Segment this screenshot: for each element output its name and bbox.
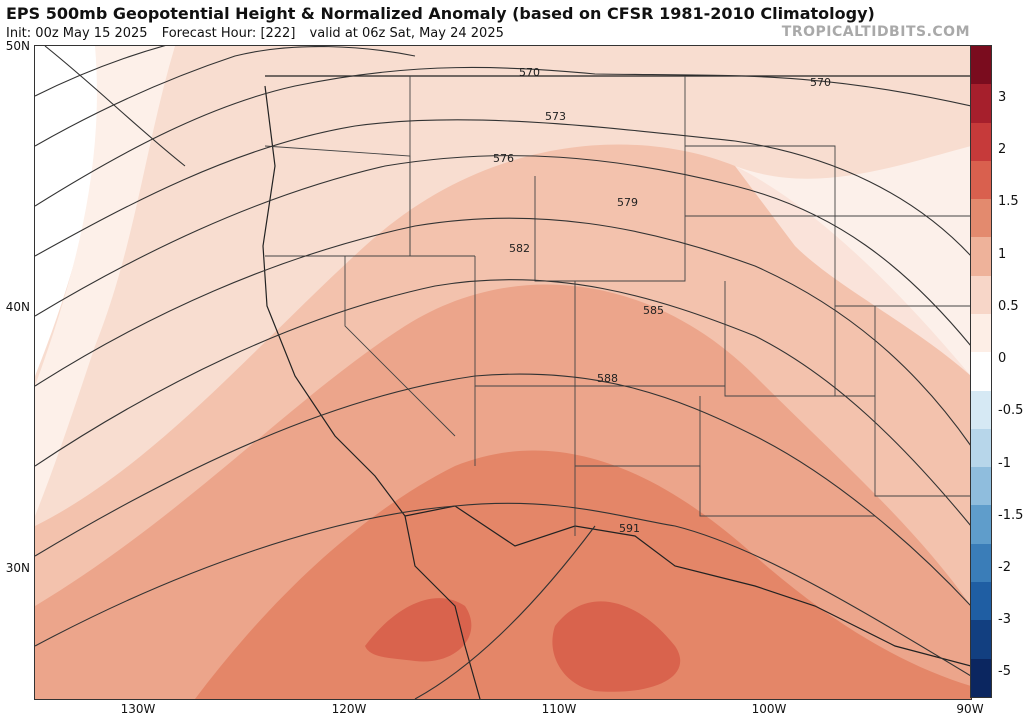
colorbar-tick: -0.5: [998, 403, 1024, 418]
chart-title: EPS 500mb Geopotential Height & Normaliz…: [6, 4, 875, 23]
lon-label-120w: 120W: [331, 702, 367, 716]
colorbar-tick: 0.5: [998, 299, 1019, 314]
contour-label: 591: [619, 522, 640, 535]
anomaly-band-5: [365, 598, 472, 662]
colorbar-segment: [971, 428, 991, 468]
colorbar-segment: [971, 467, 991, 506]
colorbar-segment: [971, 352, 991, 391]
colorbar-tick: 3: [998, 90, 1007, 105]
lon-label-90w: 90W: [956, 702, 984, 716]
colorbar-tick: -2: [998, 560, 1011, 575]
colorbar-tick: -5: [998, 664, 1011, 679]
colorbar-segment: [971, 237, 991, 276]
colorbar-segment: [971, 620, 991, 659]
colorbar-tick: 2: [998, 142, 1007, 157]
pacific-coastline: [262, 85, 481, 699]
contour-label: 570: [519, 66, 540, 79]
colorbar-segment: [971, 199, 991, 238]
colorbar-segment: [971, 390, 991, 429]
colorbar-segment: [971, 543, 991, 582]
anomaly-band-1: [35, 46, 175, 516]
contour-label: 576: [493, 152, 514, 165]
lon-label-100w: 100W: [751, 702, 787, 716]
colorbar-segment: [971, 275, 991, 314]
colorbar-segment: [971, 658, 991, 697]
us-mexico-border: [404, 505, 971, 667]
init-time: Init: 00z May 15 2025: [6, 26, 148, 41]
contour-labels: 570 570 573 576 579 582 585 588 591: [493, 66, 831, 535]
colorbar-tick: -3: [998, 612, 1011, 627]
run-info: Init: 00z May 15 2025 Forecast Hour: [22…: [6, 26, 514, 41]
colorbar-segment: [971, 46, 991, 85]
lat-label-50n: 50N: [5, 39, 30, 53]
colorbar-segment: [971, 160, 991, 200]
brand-watermark: TROPICALTIDBITS.COM: [781, 24, 970, 40]
colorbar-segment: [971, 581, 991, 621]
forecast-hour: Forecast Hour: [222]: [161, 26, 296, 41]
lat-label-30n: 30N: [5, 561, 30, 575]
colorbar-tick: 1: [998, 247, 1007, 262]
colorbar-tick: 0: [998, 351, 1007, 366]
contour-label: 570: [810, 76, 831, 89]
map-canvas: 570 570 573 576 579 582 585 588 591: [35, 46, 971, 699]
colorbar-tick: -1: [998, 456, 1011, 471]
contour-label: 573: [545, 110, 566, 123]
lon-label-130w: 130W: [120, 702, 156, 716]
anomaly-colorbar: [970, 45, 992, 698]
anomaly-band-neutral: [35, 46, 115, 376]
height-contours: [35, 46, 971, 699]
state-boundaries: [264, 76, 971, 536]
colorbar-segment: [971, 505, 991, 544]
lon-label-110w: 110W: [541, 702, 577, 716]
contour-label: 582: [509, 242, 530, 255]
colorbar-segment: [971, 313, 991, 353]
anomaly-band-6: [552, 601, 681, 692]
lat-label-40n: 40N: [5, 300, 30, 314]
colorbar-segment: [971, 84, 991, 123]
contour-label: 585: [643, 304, 664, 317]
valid-time: valid at 06z Sat, May 24 2025: [309, 26, 504, 41]
colorbar-tick: 1.5: [998, 194, 1019, 209]
colorbar-tick: -1.5: [998, 508, 1024, 523]
map-panel: 570 570 573 576 579 582 585 588 591: [34, 45, 972, 700]
contour-label: 588: [597, 372, 618, 385]
contour-label: 579: [617, 196, 638, 209]
colorbar-segment: [971, 122, 991, 161]
anomaly-band-white-east: [735, 146, 971, 376]
